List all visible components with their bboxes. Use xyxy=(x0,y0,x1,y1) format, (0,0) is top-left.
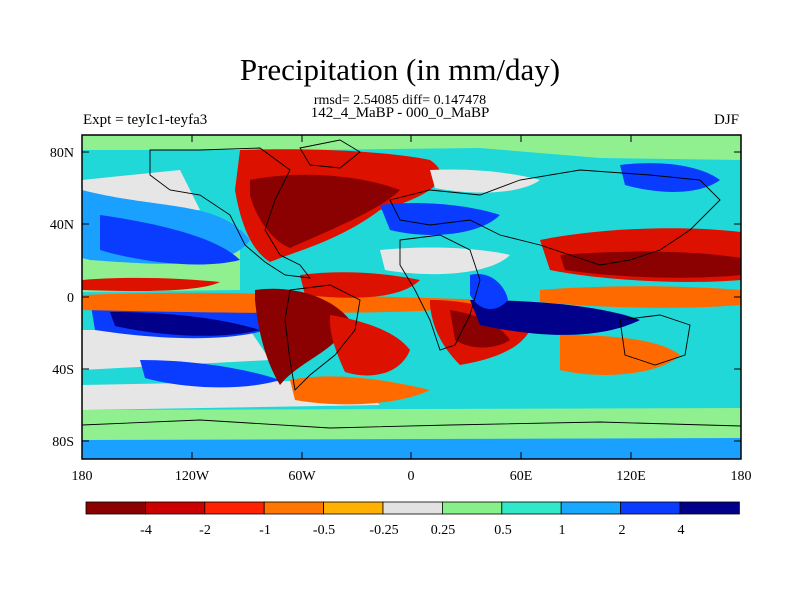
coastline xyxy=(619,314,691,366)
lon-label-180w: 180 xyxy=(72,469,93,484)
coastline xyxy=(82,419,741,429)
coastline xyxy=(389,169,721,266)
precip-region xyxy=(430,169,540,193)
precip-region xyxy=(82,135,741,160)
precip-region xyxy=(620,163,720,192)
axis-ticks xyxy=(81,135,742,459)
precip-region xyxy=(82,330,270,370)
precip-anomaly-field xyxy=(82,135,741,459)
lon-label-60e: 60E xyxy=(510,469,533,484)
colorbar-swatch xyxy=(204,501,265,515)
colorbar-label: -1 xyxy=(259,523,271,538)
stats-subtitle: rmsd= 2.54085 diff= 0.147478 xyxy=(313,93,487,108)
colorbar xyxy=(85,501,740,515)
lon-label-120e: 120E xyxy=(616,469,646,484)
latitude-labels: 80N 40N 0 40S 80S xyxy=(50,146,74,450)
colorbar-label: 0.5 xyxy=(494,523,512,538)
precip-region xyxy=(250,174,400,248)
longitude-labels: 180 120W 60W 0 60E 120E 180 xyxy=(72,469,752,484)
lat-label-equator: 0 xyxy=(67,291,74,306)
precip-region xyxy=(380,247,510,275)
colorbar-swatch xyxy=(679,501,740,515)
precip-region xyxy=(100,215,240,265)
experiment-label: Expt = teyIc1-teyfa3 xyxy=(83,112,208,128)
periods-subtitle: 142_4_MaBP - 000_0_MaBP xyxy=(310,105,490,121)
precip-region xyxy=(560,335,680,375)
precip-region xyxy=(470,300,640,335)
map-title: Precipitation (in mm/day) xyxy=(239,52,561,87)
colorbar-label: 2 xyxy=(619,523,626,538)
colorbar-label: 4 xyxy=(678,523,685,538)
colorbar-swatch xyxy=(560,501,622,515)
colorbar-label: 0.25 xyxy=(431,523,456,538)
precip-region xyxy=(330,315,410,376)
lat-label-40n: 40N xyxy=(50,218,74,233)
precip-region xyxy=(255,288,350,385)
colorbar-label: -2 xyxy=(199,523,211,538)
lon-label-180e: 180 xyxy=(731,469,752,484)
precip-region xyxy=(82,438,741,459)
precip-region xyxy=(560,251,741,278)
colorbar-label: -0.25 xyxy=(369,523,398,538)
colorbar-label: 1 xyxy=(559,523,566,538)
colorbar-swatch xyxy=(382,501,443,515)
season-label: DJF xyxy=(713,112,739,128)
coastline xyxy=(284,284,361,391)
precip-region xyxy=(140,360,280,388)
precip-region xyxy=(82,277,220,292)
precip-region xyxy=(110,312,260,336)
lat-label-40s: 40S xyxy=(52,363,74,378)
lon-label-0: 0 xyxy=(408,469,415,484)
precip-region xyxy=(380,203,500,235)
coastline xyxy=(299,139,361,169)
colorbar-labels: -4 -2 -1 -0.5 -0.25 0.25 0.5 1 2 4 xyxy=(140,523,684,538)
lat-label-80s: 80S xyxy=(52,435,74,450)
coastlines xyxy=(82,139,741,429)
colorbar-swatch xyxy=(85,501,146,515)
colorbar-label: -0.5 xyxy=(313,523,335,538)
precip-region xyxy=(450,310,510,348)
coastline xyxy=(399,234,481,351)
colorbar-swatch xyxy=(263,501,325,515)
colorbar-swatch xyxy=(501,501,562,515)
colorbar-label: -4 xyxy=(140,523,152,538)
precip-region xyxy=(300,272,420,298)
lon-label-120w: 120W xyxy=(175,469,210,484)
precip-region xyxy=(290,376,430,405)
precip-region xyxy=(540,286,741,308)
colorbar-swatch xyxy=(441,501,503,515)
coastline xyxy=(149,147,312,279)
colorbar-swatch xyxy=(144,501,206,515)
colorbar-swatch xyxy=(620,501,681,515)
lon-label-60w: 60W xyxy=(288,469,316,484)
colorbar-swatch xyxy=(323,501,384,515)
lat-label-80n: 80N xyxy=(50,146,74,161)
